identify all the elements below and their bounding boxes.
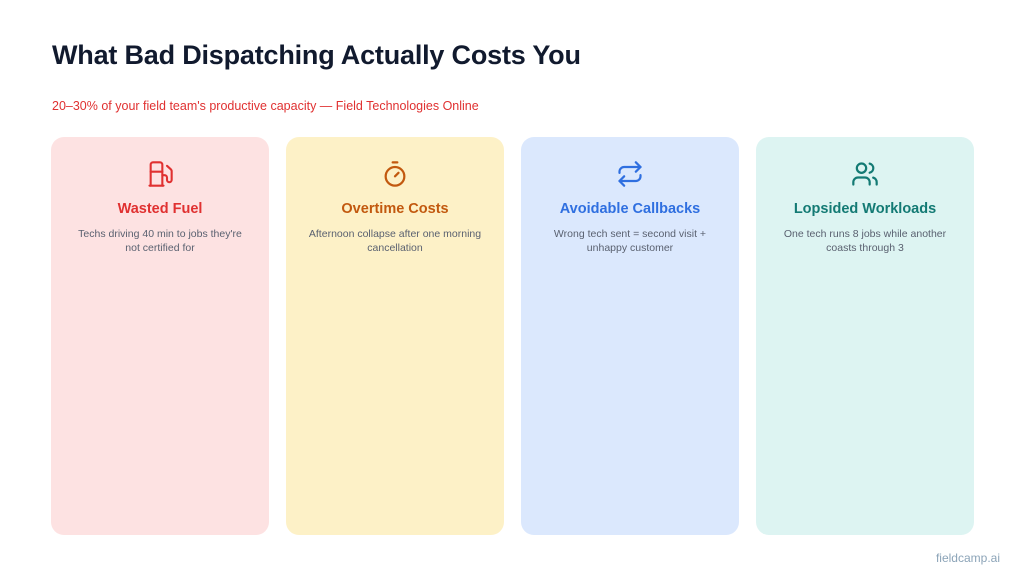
card-description: Techs driving 40 min to jobs they're not…: [78, 228, 242, 254]
card-title: Overtime Costs: [341, 201, 449, 217]
users-icon: [850, 159, 880, 189]
card-description: Wrong tech sent = second visit + unhappy…: [553, 228, 707, 254]
card-overtime-costs: Overtime Costs Afternoon collapse after …: [286, 137, 504, 535]
fuel-pump-icon: [145, 159, 175, 189]
card-description: Afternoon collapse after one morning can…: [308, 228, 482, 254]
cost-cards: Wasted Fuel Techs driving 40 min to jobs…: [51, 137, 974, 535]
brand-footer: fieldcamp.ai: [935, 551, 1000, 565]
card-title: Wasted Fuel: [117, 201, 203, 217]
card-avoidable-callbacks: Avoidable Callbacks Wrong tech sent = se…: [521, 137, 739, 535]
page-title: What Bad Dispatching Actually Costs You: [52, 40, 581, 70]
repeat-arrows-icon: [615, 159, 645, 189]
stopwatch-icon: [380, 159, 410, 189]
card-lopsided-workloads: Lopsided Workloads One tech runs 8 jobs …: [756, 137, 974, 535]
card-title: Lopsided Workloads: [793, 201, 937, 217]
card-title: Avoidable Callbacks: [559, 201, 701, 217]
page-subtitle: 20–30% of your field team's productive c…: [52, 99, 479, 113]
card-wasted-fuel: Wasted Fuel Techs driving 40 min to jobs…: [51, 137, 269, 535]
card-description: One tech runs 8 jobs while another coast…: [783, 228, 947, 254]
